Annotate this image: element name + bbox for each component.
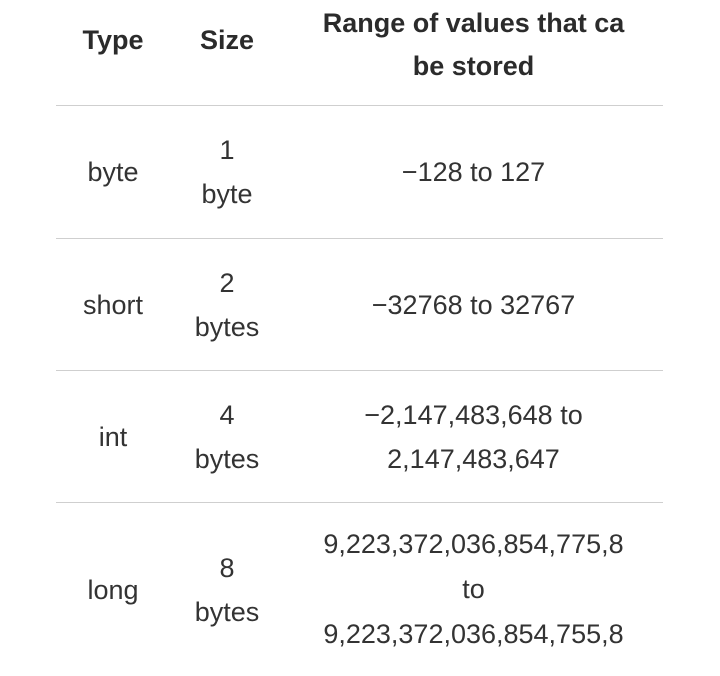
header-range-line-2: be stored <box>412 50 535 81</box>
size-unit: bytes <box>194 596 260 627</box>
range-line: 9,223,372,036,854,775,8 <box>323 529 624 559</box>
type-cell: short <box>82 289 144 320</box>
range-line: −32768 to 32767 <box>371 289 576 320</box>
type-cell: long <box>87 574 139 605</box>
size-unit: bytes <box>194 311 260 342</box>
range-line: 2,147,483,647 <box>387 443 560 474</box>
data-types-table: Type Size Range of values that ca be sto… <box>56 0 663 676</box>
range-line: 9,223,372,036,854,755,8 <box>323 619 624 649</box>
range-line: to <box>462 574 485 604</box>
header-type: Type <box>82 24 144 55</box>
range-line: −2,147,483,648 to <box>364 399 583 430</box>
range-cell: −128 to 127 <box>284 150 663 194</box>
table-row: short 2 bytes −32768 to 32767 <box>56 239 663 371</box>
size-number: 4 <box>219 399 235 430</box>
header-range: Range of values that ca be stored <box>284 2 663 88</box>
table-header-row: Type Size Range of values that ca be sto… <box>56 0 663 106</box>
range-line: −128 to 127 <box>401 157 546 187</box>
type-cell: byte <box>87 157 139 187</box>
header-range-line-1: Range of values that ca <box>322 7 625 38</box>
range-cell: 9,223,372,036,854,775,8 to 9,223,372,036… <box>284 522 663 657</box>
table-row: long 8 bytes 9,223,372,036,854,775,8 to … <box>56 503 663 676</box>
type-cell: int <box>98 421 128 452</box>
size-number: 8 <box>219 552 235 583</box>
size-cell: 4 bytes <box>170 393 284 481</box>
header-size: Size <box>199 24 255 55</box>
size-cell: 2 bytes <box>170 261 284 349</box>
size-number: 2 <box>219 267 235 298</box>
size-unit: bytes <box>194 443 260 474</box>
range-cell: −2,147,483,648 to 2,147,483,647 <box>284 393 663 481</box>
size-cell: 8 bytes <box>170 546 284 634</box>
range-cell: −32768 to 32767 <box>284 283 663 327</box>
size-number: 1 <box>219 135 235 165</box>
size-unit: byte <box>201 179 253 209</box>
table-row: byte 1 byte −128 to 127 <box>56 106 663 239</box>
size-cell: 1 byte <box>170 128 284 216</box>
table-row: int 4 bytes −2,147,483,648 to 2,147,483,… <box>56 371 663 503</box>
